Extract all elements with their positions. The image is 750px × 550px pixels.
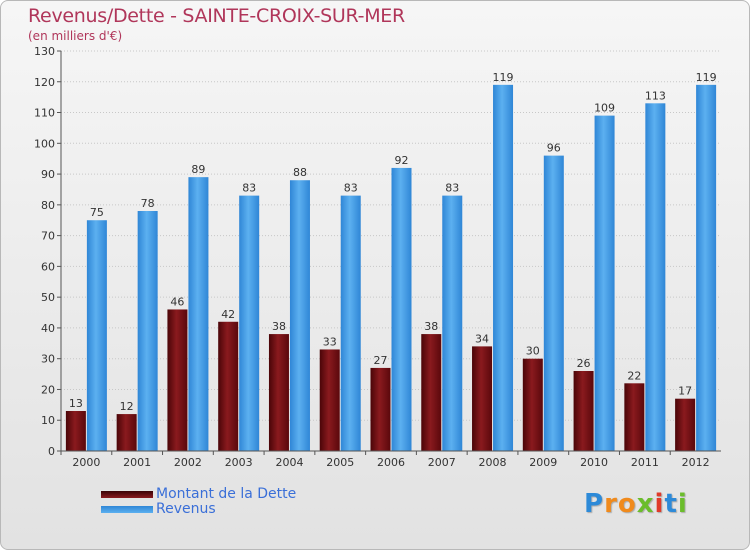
data-label-debt: 26 — [577, 357, 591, 370]
bar-debt — [421, 334, 442, 451]
bar-revenue — [137, 211, 158, 451]
bar-debt — [675, 398, 696, 451]
y-tick-label: 40 — [41, 322, 55, 335]
data-label-revenue: 109 — [594, 102, 615, 115]
bar-revenue — [543, 155, 564, 451]
data-label-revenue: 89 — [191, 163, 205, 176]
bar-revenue — [696, 84, 717, 451]
x-tick-label: 2007 — [428, 456, 456, 469]
data-label-revenue: 83 — [242, 182, 256, 195]
bar-debt — [624, 383, 645, 451]
y-tick-label: 50 — [41, 291, 55, 304]
x-tick-label: 2005 — [326, 456, 354, 469]
proxiti-logo: Proxiti — [584, 489, 688, 519]
bar-debt — [268, 334, 289, 451]
y-tick-label: 0 — [48, 445, 55, 458]
x-tick-label: 2004 — [275, 456, 303, 469]
y-tick-label: 90 — [41, 168, 55, 181]
bar-debt — [116, 414, 137, 451]
data-label-revenue: 83 — [445, 182, 459, 195]
legend-label-revenue: Revenus — [156, 501, 216, 517]
data-label-revenue: 92 — [395, 154, 409, 167]
bar-debt — [218, 321, 239, 451]
legend-swatch-revenue — [101, 506, 153, 513]
data-label-debt: 30 — [526, 345, 540, 358]
data-label-debt: 27 — [374, 354, 388, 367]
bar-revenue — [340, 195, 361, 451]
bar-debt — [573, 371, 594, 451]
bar-debt — [65, 411, 86, 451]
y-tick-label: 110 — [34, 107, 55, 120]
legend-label-debt: Montant de la Dette — [156, 486, 297, 502]
data-label-debt: 22 — [627, 369, 641, 382]
data-label-revenue: 119 — [493, 71, 514, 84]
logo-letter: r — [604, 489, 618, 519]
data-label-revenue: 75 — [90, 206, 104, 219]
bar-revenue — [442, 195, 463, 451]
data-label-debt: 13 — [69, 397, 83, 410]
data-label-revenue: 83 — [344, 182, 358, 195]
bar-revenue — [239, 195, 260, 451]
bar-debt — [522, 358, 543, 451]
bar-debt — [370, 367, 391, 451]
x-tick-label: 2010 — [580, 456, 608, 469]
bar-revenue — [594, 115, 615, 451]
data-label-revenue: 88 — [293, 166, 307, 179]
y-tick-label: 60 — [41, 260, 55, 273]
x-tick-label: 2002 — [174, 456, 202, 469]
chart-subtitle: (en milliers d'€) — [28, 29, 123, 43]
y-tick-label: 20 — [41, 383, 55, 396]
bar-revenue — [391, 167, 412, 451]
y-tick-label: 130 — [34, 45, 55, 58]
data-label-debt: 33 — [323, 335, 337, 348]
legend-swatch-debt — [101, 491, 153, 498]
data-label-revenue: 113 — [645, 89, 666, 102]
data-label-debt: 42 — [221, 308, 235, 321]
bar-debt — [472, 346, 493, 451]
chart-title: Revenus/Dette - SAINTE-CROIX-SUR-MER — [28, 5, 405, 27]
data-label-debt: 17 — [678, 385, 692, 398]
data-label-revenue: 96 — [547, 142, 561, 155]
y-tick-label: 30 — [41, 353, 55, 366]
data-label-debt: 38 — [424, 320, 438, 333]
data-label-debt: 38 — [272, 320, 286, 333]
logo-letter: i — [654, 489, 665, 519]
x-tick-label: 2008 — [479, 456, 507, 469]
y-tick-label: 70 — [41, 230, 55, 243]
y-tick-label: 100 — [34, 137, 55, 150]
bar-revenue — [645, 103, 666, 452]
y-tick-label: 80 — [41, 199, 55, 212]
bar-revenue — [493, 84, 514, 451]
x-tick-label: 2001 — [123, 456, 151, 469]
data-label-debt: 12 — [120, 400, 134, 413]
x-tick-label: 2006 — [377, 456, 405, 469]
logo-letter: P — [584, 489, 605, 519]
y-tick-label: 120 — [34, 76, 55, 89]
logo-letter: i — [677, 489, 688, 519]
x-tick-label: 2009 — [529, 456, 557, 469]
data-label-debt: 34 — [475, 332, 489, 345]
y-tick-label: 10 — [41, 414, 55, 427]
x-tick-label: 2003 — [225, 456, 253, 469]
bar-revenue — [188, 177, 209, 451]
logo-letter: x — [636, 489, 655, 519]
bar-revenue — [86, 220, 107, 451]
logo-letter: o — [617, 489, 637, 519]
data-label-debt: 46 — [170, 295, 184, 308]
x-tick-label: 2000 — [72, 456, 100, 469]
data-label-revenue: 119 — [696, 71, 717, 84]
bar-revenue — [289, 180, 310, 451]
bar-debt — [319, 349, 340, 451]
x-tick-label: 2012 — [682, 456, 710, 469]
x-tick-label: 2011 — [631, 456, 659, 469]
logo-letter: t — [664, 489, 678, 519]
data-label-revenue: 78 — [141, 197, 155, 210]
bar-debt — [167, 309, 188, 451]
